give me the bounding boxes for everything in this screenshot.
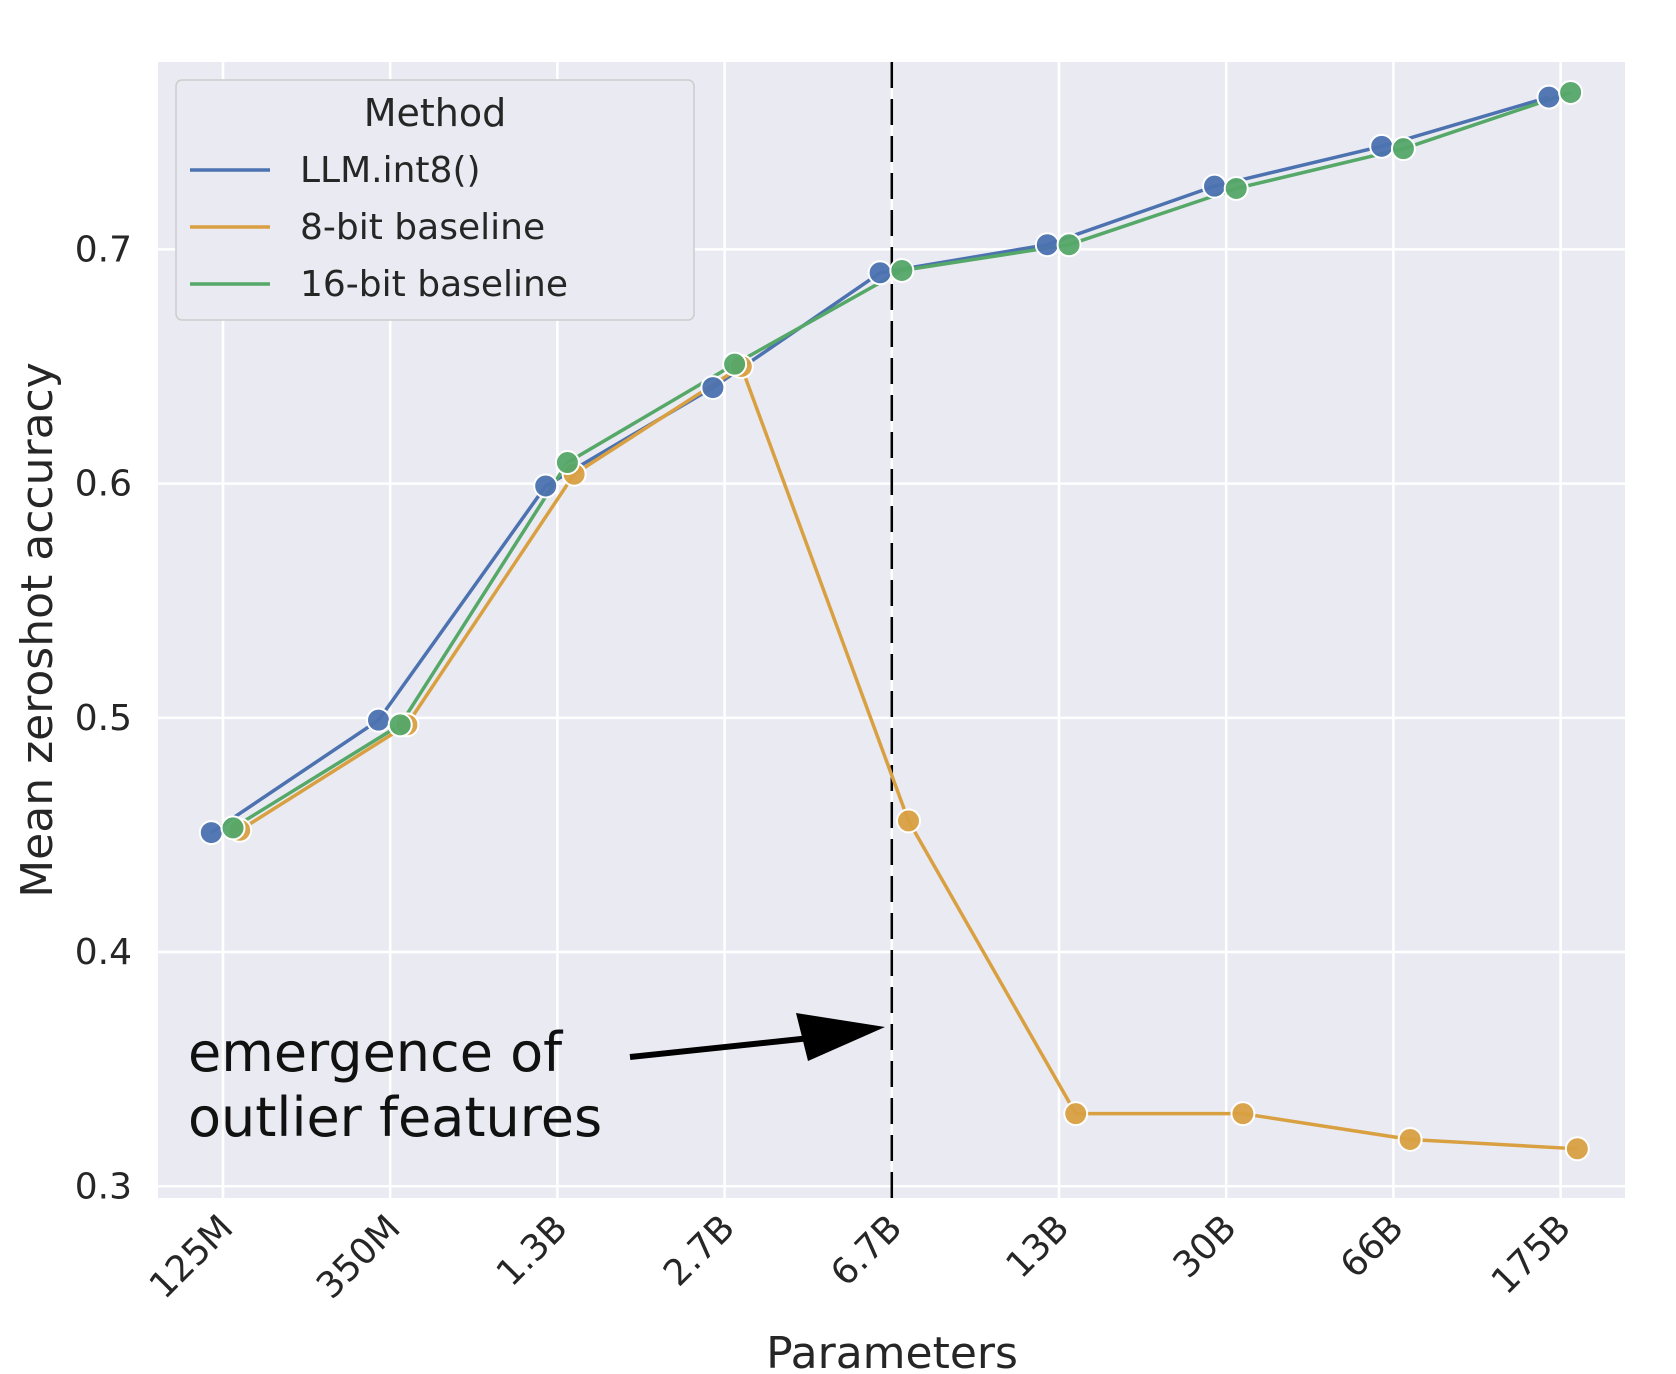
y-tick-label: 0.6 xyxy=(75,464,132,505)
y-axis-label: Mean zeroshot accuracy xyxy=(12,362,63,898)
point-16-bit-baseline-30b xyxy=(1223,175,1249,201)
point-llm-int8-30b xyxy=(1201,173,1227,199)
x-tick-label: 66B xyxy=(1333,1207,1412,1286)
x-ticks: 125M 350M 1.3B 2.7B 6.7B 13B 30B 66B 175B xyxy=(142,1207,1579,1307)
point-8-bit-baseline-13b xyxy=(1063,1101,1089,1127)
point-llm-int8-66b xyxy=(1369,133,1395,159)
point-8-bit-baseline-6-7b xyxy=(896,808,922,834)
annotation-line-2: outlier features xyxy=(188,1086,602,1149)
x-tick-label: 350M xyxy=(309,1207,409,1307)
x-tick-label: 13B xyxy=(999,1207,1078,1286)
point-16-bit-baseline-6-7b xyxy=(889,257,915,283)
legend-title: Method xyxy=(364,91,507,135)
point-llm-int8-6-7b xyxy=(867,260,893,286)
legend-label-8-bit-baseline: 8-bit baseline xyxy=(300,207,545,248)
point-llm-int8-125m xyxy=(198,820,224,846)
point-8-bit-baseline-66b xyxy=(1397,1126,1423,1152)
annotation-line-1: emergence of xyxy=(188,1021,564,1084)
point-16-bit-baseline-2-7b xyxy=(722,351,748,377)
point-16-bit-baseline-66b xyxy=(1390,136,1416,162)
legend-label-llm-int8: LLM.int8() xyxy=(300,150,481,191)
x-tick-label: 1.3B xyxy=(489,1207,576,1294)
point-llm-int8-1-3b xyxy=(533,473,559,499)
point-llm-int8-175b xyxy=(1536,84,1562,110)
x-tick-label: 30B xyxy=(1166,1207,1245,1286)
point-16-bit-baseline-13b xyxy=(1056,232,1082,258)
series-group xyxy=(198,79,1590,1162)
x-tick-label: 6.7B xyxy=(823,1207,910,1294)
annotation-arrow-shaft xyxy=(629,1034,821,1060)
legend-box xyxy=(175,79,695,321)
point-llm-int8-2-7b xyxy=(700,375,726,401)
point-16-bit-baseline-1-3b xyxy=(554,450,580,476)
x-tick-label: 2.7B xyxy=(656,1207,743,1294)
y-tick-label: 0.5 xyxy=(75,698,132,739)
x-tick-label: 175B xyxy=(1484,1207,1579,1302)
y-ticks: 0.3 0.4 0.5 0.6 0.7 xyxy=(75,229,132,1207)
point-16-bit-baseline-175b xyxy=(1558,79,1584,105)
point-16-bit-baseline-125m xyxy=(220,815,246,841)
legend-label-16-bit-baseline: 16-bit baseline xyxy=(300,264,568,305)
y-tick-label: 0.4 xyxy=(75,932,132,973)
point-16-bit-baseline-350m xyxy=(387,712,413,738)
y-tick-label: 0.7 xyxy=(75,229,132,270)
annotation-arrow-head xyxy=(796,1013,885,1061)
x-axis-label: Parameters xyxy=(766,1328,1018,1374)
point-llm-int8-350m xyxy=(365,707,391,733)
point-8-bit-baseline-175b xyxy=(1564,1136,1590,1162)
legend: Method LLM.int8() 8-bit baseline 16-bit ba… xyxy=(175,79,695,321)
x-tick-label: 125M xyxy=(142,1207,242,1307)
annotation: emergence of outlier features xyxy=(188,1013,885,1149)
point-llm-int8-13b xyxy=(1034,232,1060,258)
point-8-bit-baseline-30b xyxy=(1230,1101,1256,1127)
y-tick-label: 0.3 xyxy=(75,1166,132,1207)
